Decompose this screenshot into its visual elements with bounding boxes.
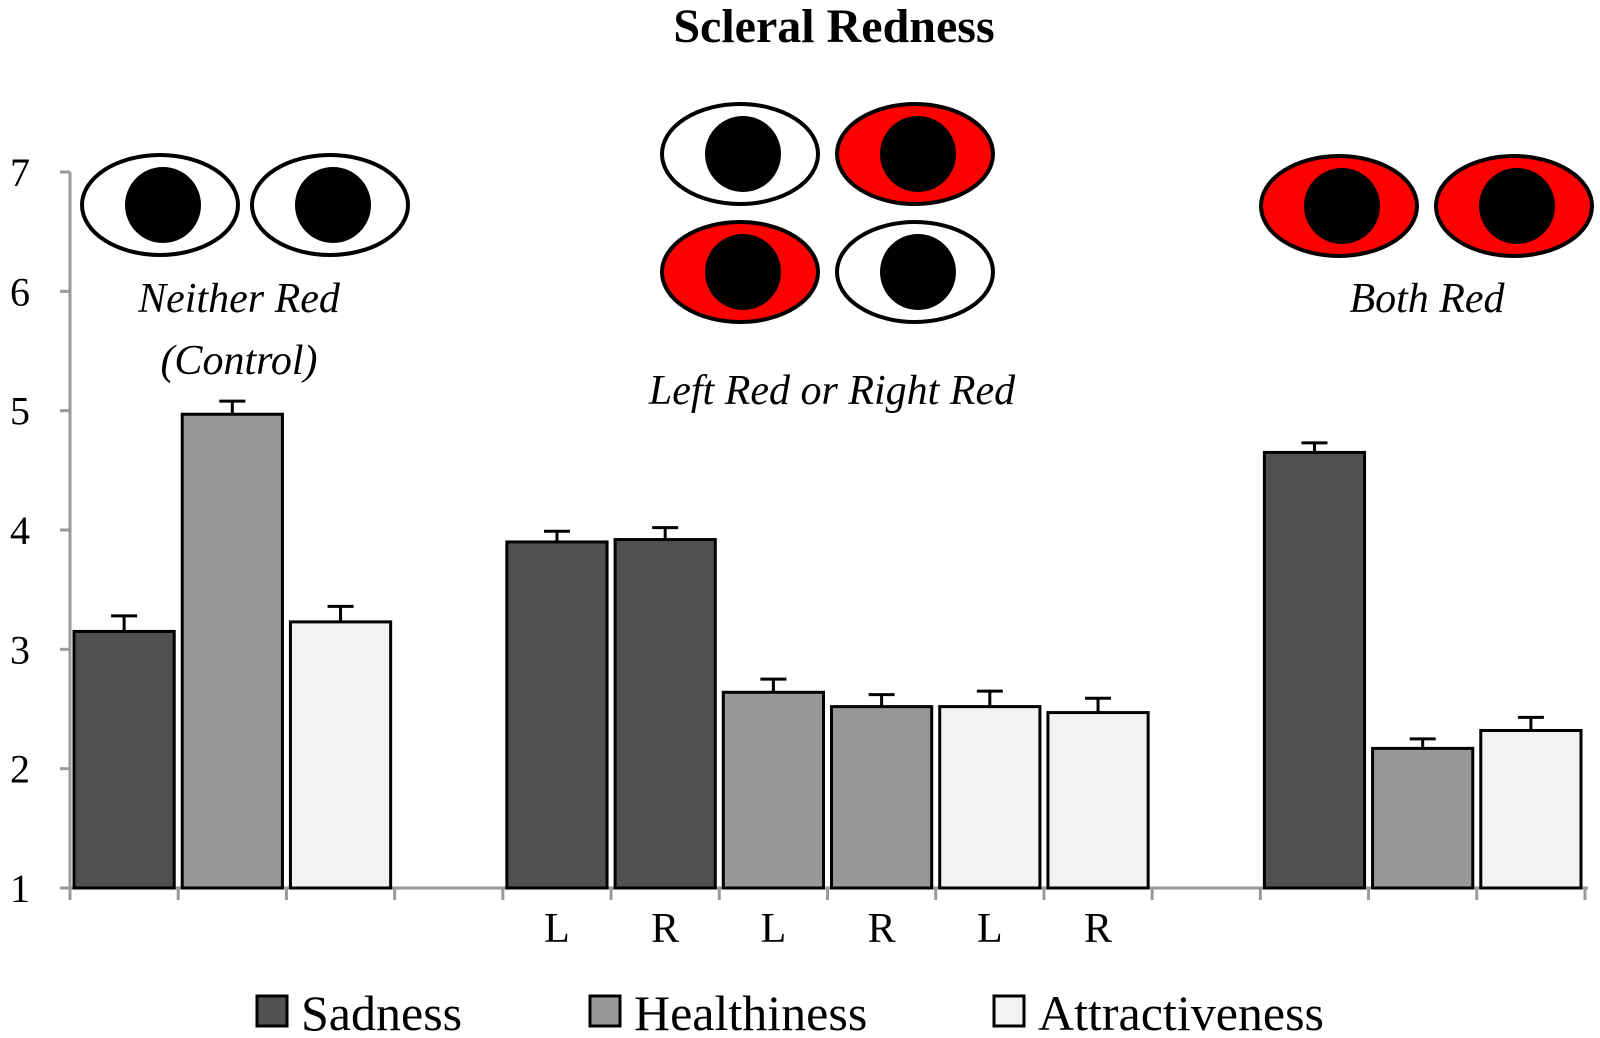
condition-both-red: Both Red bbox=[1259, 154, 1594, 322]
bar-attractiveness bbox=[1046, 711, 1150, 890]
legend-swatch-sadness bbox=[255, 994, 289, 1028]
bar-healthiness bbox=[180, 412, 284, 890]
bars bbox=[72, 412, 1583, 890]
bar-healthiness bbox=[721, 690, 825, 890]
y-tick-label: 2 bbox=[10, 747, 30, 792]
legend-swatch-attractiveness bbox=[992, 994, 1026, 1028]
y-tick-label: 6 bbox=[10, 269, 30, 314]
bar-side-label: L bbox=[977, 906, 1003, 952]
condition-label: (Control) bbox=[160, 338, 317, 384]
bar-side-label: R bbox=[868, 906, 896, 952]
iris bbox=[705, 234, 781, 310]
y-tick-label: 1 bbox=[10, 866, 30, 911]
bar-healthiness bbox=[1371, 746, 1475, 890]
bar-side-label: R bbox=[1084, 906, 1112, 952]
condition-label: Both Red bbox=[1349, 276, 1505, 322]
x-axis bbox=[68, 886, 1588, 900]
bar-attractiveness bbox=[1479, 728, 1583, 890]
bar-sadness bbox=[505, 540, 609, 890]
iris bbox=[705, 116, 781, 192]
chart-title: Scleral Redness bbox=[673, 0, 994, 53]
red-eye-icon bbox=[835, 102, 995, 206]
white-eye-icon bbox=[80, 153, 240, 257]
error-bars bbox=[111, 399, 1544, 749]
legend-label-healthiness: Healthiness bbox=[634, 985, 867, 1038]
bar-attractiveness bbox=[938, 705, 1042, 890]
bar-sadness bbox=[613, 538, 717, 890]
legend-label-sadness: Sadness bbox=[301, 985, 462, 1038]
y-tick-label: 3 bbox=[10, 627, 30, 672]
red-eye-icon bbox=[1434, 154, 1594, 258]
legend-label-attractiveness: Attractiveness bbox=[1038, 985, 1324, 1038]
bar-sadness bbox=[72, 629, 176, 890]
condition-label: Left Red or Right Red bbox=[648, 368, 1016, 414]
bar-sadness bbox=[1262, 450, 1367, 890]
white-eye-icon bbox=[835, 220, 995, 324]
legend-swatch-healthiness bbox=[588, 994, 622, 1028]
iris bbox=[880, 116, 956, 192]
white-eye-icon bbox=[250, 153, 410, 257]
legend: Sadness Healthiness Attractiveness bbox=[255, 985, 1324, 1038]
red-eye-icon bbox=[660, 220, 820, 324]
condition-annotations: Neither Red (Control) Left Red or Right Re… bbox=[80, 102, 1594, 414]
y-tick-label: 4 bbox=[10, 508, 30, 553]
iris bbox=[880, 234, 956, 310]
iris bbox=[125, 167, 201, 243]
iris bbox=[1479, 168, 1555, 244]
y-tick-label: 7 bbox=[10, 150, 30, 195]
bar-healthiness bbox=[830, 705, 934, 890]
y-tick-label: 5 bbox=[10, 389, 30, 434]
red-eye-icon bbox=[1259, 154, 1419, 258]
condition-left-or-right-red: Left Red or Right Red bbox=[648, 102, 1016, 414]
bar-side-label: R bbox=[651, 906, 679, 952]
white-eye-icon bbox=[660, 102, 820, 206]
iris bbox=[295, 167, 371, 243]
bar-side-label: L bbox=[544, 906, 570, 952]
condition-label: Neither Red bbox=[137, 276, 341, 322]
y-axis: 1 2 3 4 5 6 7 bbox=[10, 150, 72, 911]
condition-neither-red: Neither Red (Control) bbox=[80, 153, 410, 384]
iris bbox=[1304, 168, 1380, 244]
bar-attractiveness bbox=[288, 620, 393, 890]
bar-side-label: L bbox=[761, 906, 787, 952]
